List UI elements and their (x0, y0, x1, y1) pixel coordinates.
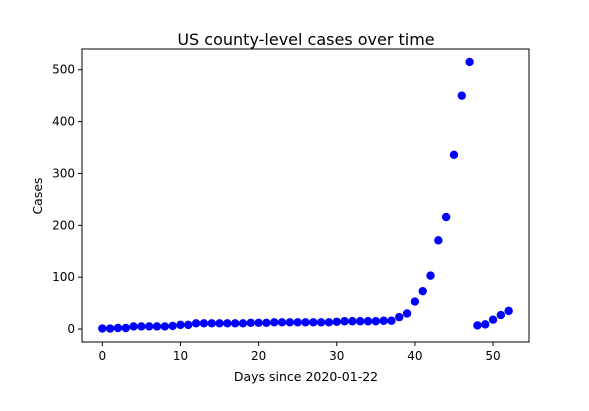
data-point (301, 318, 310, 327)
data-point (496, 310, 506, 320)
data-point (113, 323, 123, 333)
data-point (152, 322, 162, 331)
data-point (246, 318, 255, 328)
y-tick-label: 400 (52, 115, 75, 129)
x-axis-ticks: 0 10 20 30 40 50 (98, 342, 501, 363)
data-point (457, 91, 466, 100)
data-point (340, 317, 349, 326)
data-point (262, 318, 271, 328)
data-point (371, 317, 381, 326)
data-point (270, 318, 279, 327)
data-point (324, 318, 334, 327)
y-axis-ticks: 0 100 200 300 400 500 (52, 63, 82, 336)
data-point (254, 318, 263, 328)
chart-title: US county-level cases over time (177, 30, 434, 49)
data-point (309, 318, 318, 327)
x-axis-label: Days since 2020-01-22 (234, 369, 378, 384)
data-point (230, 319, 240, 328)
data-point (285, 318, 295, 327)
data-point (379, 316, 388, 325)
data-points (98, 57, 513, 333)
data-point (215, 319, 224, 328)
data-point (387, 316, 396, 325)
data-point (363, 317, 373, 326)
y-tick-label: 200 (52, 218, 75, 232)
data-point (426, 271, 435, 280)
x-tick-label: 50 (485, 349, 500, 363)
data-point (316, 318, 326, 327)
data-point (223, 319, 232, 328)
data-point (145, 322, 154, 331)
x-tick-label: 30 (329, 349, 344, 363)
data-point (277, 318, 287, 327)
data-point (137, 322, 146, 331)
data-point (504, 306, 513, 316)
data-point (332, 317, 341, 326)
data-point (168, 321, 177, 331)
data-point (238, 319, 248, 328)
plot-frame (81, 48, 530, 343)
data-point (441, 212, 451, 222)
x-tick-label: 10 (173, 349, 188, 363)
data-point (356, 317, 365, 326)
data-point (184, 320, 193, 330)
data-point (418, 286, 427, 296)
data-point (207, 319, 216, 328)
data-point (488, 315, 498, 324)
data-point (402, 309, 412, 318)
y-axis-label: Cases (30, 177, 45, 214)
data-point (410, 297, 420, 306)
data-point (176, 320, 185, 330)
x-tick-label: 40 (407, 349, 422, 363)
data-point (348, 317, 357, 326)
x-tick-label: 0 (98, 349, 106, 363)
data-point (105, 324, 115, 333)
data-point (449, 150, 459, 159)
data-point (481, 320, 490, 329)
data-point (121, 323, 130, 333)
y-tick-label: 300 (52, 166, 75, 180)
data-point (465, 57, 474, 67)
x-tick-label: 20 (251, 349, 266, 363)
data-point (473, 321, 482, 330)
data-point (293, 318, 302, 327)
data-point (191, 319, 201, 328)
data-point (98, 324, 107, 333)
data-point (160, 322, 170, 331)
y-tick-label: 100 (52, 270, 75, 284)
data-point (434, 236, 443, 245)
y-tick-label: 500 (52, 63, 75, 77)
data-point (395, 312, 404, 322)
data-point (199, 319, 209, 328)
data-point (129, 322, 138, 331)
y-tick-label: 0 (67, 322, 75, 336)
